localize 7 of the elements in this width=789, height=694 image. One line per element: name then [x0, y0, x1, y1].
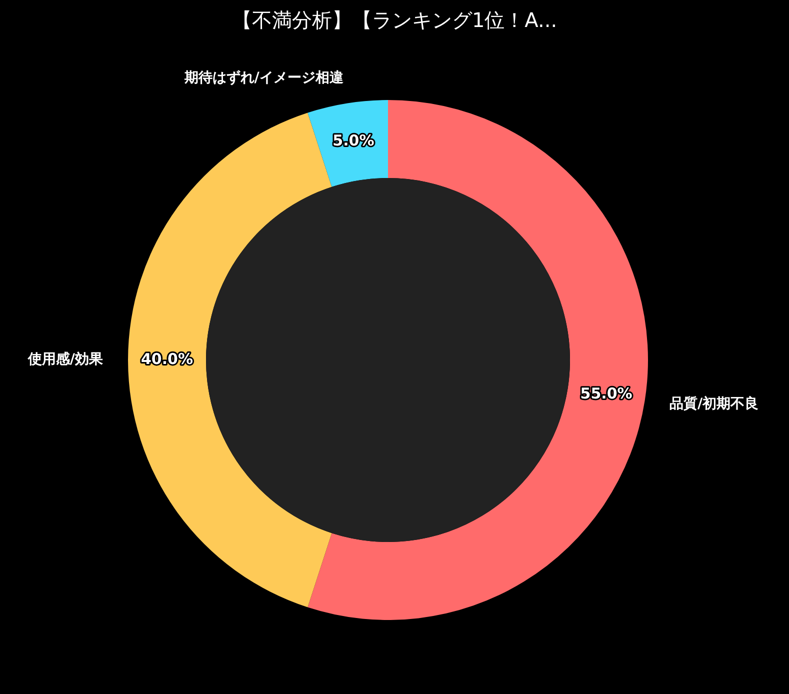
- slice-label: 使用感/効果: [26, 352, 104, 368]
- slice-label: 品質/初期不良: [669, 395, 759, 412]
- data-label: 55.0%: [580, 384, 632, 402]
- slice-label: 期待はずれ/イメージ相違: [183, 70, 344, 86]
- data-label: 40.0%: [140, 350, 194, 368]
- data-label: 5.0%: [332, 132, 374, 150]
- chart-title: 【不満分析】【ランキング1位！A...: [232, 8, 558, 32]
